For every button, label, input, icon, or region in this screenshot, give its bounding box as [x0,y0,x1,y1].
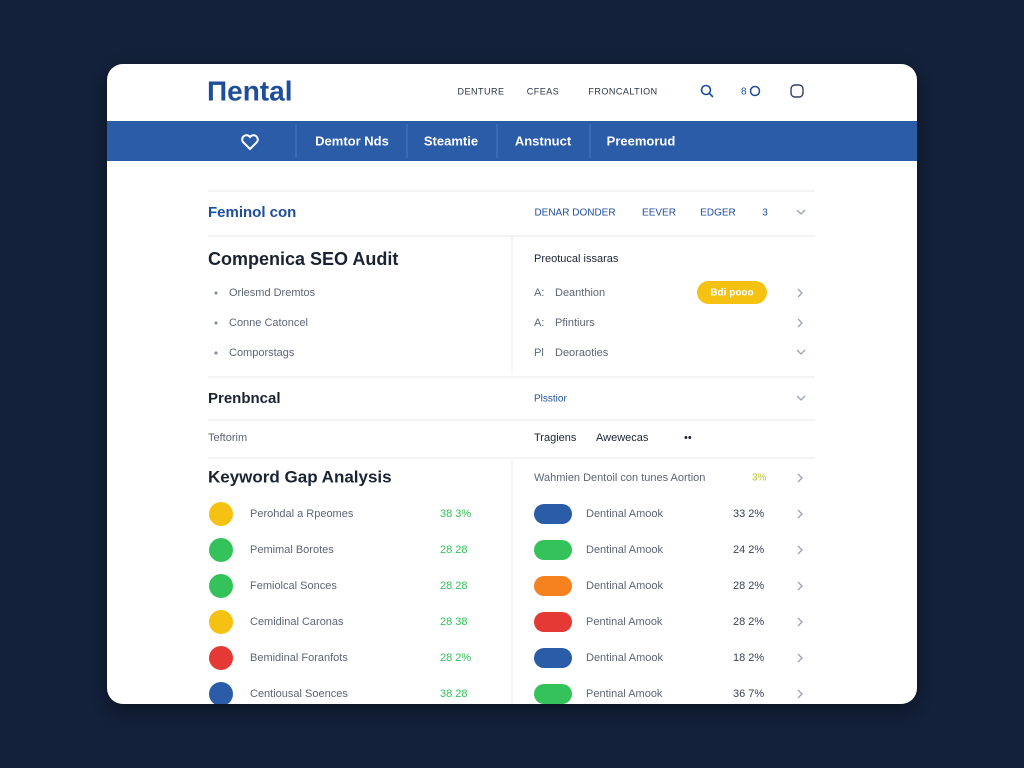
keyword-value: 28 2% [440,652,471,664]
item-prefix: A: [534,287,544,299]
side-value: 3% [752,473,767,484]
keyword-label: Dentinal Amook [586,544,664,556]
card-content: Пental DENTURE CFEAS FRONCALTION 8 Demto… [107,75,917,704]
item-prefix: Pl [534,347,544,359]
keyword-dot [209,574,233,598]
keyword-value: 38 3% [440,508,471,520]
search-icon[interactable] [700,84,714,98]
keyword-label: Cemidinal Caronas [250,616,344,628]
chevron[interactable] [797,689,803,699]
keyword-label: Dentinal Amook [586,652,664,664]
audit-item: Orlesmd Dremtos [229,287,316,299]
keyword-pill [534,576,572,596]
keyword-pill [534,504,572,524]
keyword-dot [209,646,233,670]
section-title: Compenica SEO Audit [208,249,398,269]
item-label: Deoraoties [555,347,609,359]
chevron[interactable] [797,473,803,483]
status-icon [749,85,761,97]
sub-label: Teftorim [208,432,247,444]
item-label: Deanthion [555,287,605,299]
logo: Пental [207,75,292,106]
keyword-value: 28 38 [440,616,468,628]
audit-item: Comporstags [229,347,295,359]
keyword-value: 28 28 [440,544,468,556]
chevron[interactable] [797,318,803,328]
keyword-label: Dentinal Amook [586,508,664,520]
counter: 8 [741,87,747,98]
keyword-value: 28 2% [733,580,764,592]
side-title: Preotucal issaras [534,253,619,265]
keyword-value: 24 2% [733,544,764,556]
profile-icon[interactable] [790,84,804,98]
nav-link[interactable]: CFEAS [527,86,560,96]
bullet [214,351,218,355]
dividers [208,190,815,704]
side-title: Wahmien Dentoil con tunes Aortion [534,472,705,484]
keyword-pill [534,540,572,560]
filter-title: Feminol con [208,204,296,221]
keyword-label: Dentinal Amook [586,580,664,592]
filter-option[interactable]: DENAR DONDER [534,208,615,219]
keyword-pill [534,648,572,668]
badge-text: Bdi pooo [710,288,753,299]
bullet [214,291,218,295]
nav-link[interactable]: FRONCALTION [588,86,657,96]
bullet [214,321,218,325]
keyword-label: Bemidinal Foranfots [250,652,348,664]
dropdown-chevron[interactable] [796,209,806,215]
keyword-dot [209,538,233,562]
filter-option[interactable]: 3 [762,208,768,219]
tab[interactable]: Anstnuct [515,133,572,148]
chevron[interactable] [797,545,803,555]
keyword-pill [534,684,572,704]
keyword-pill [534,612,572,632]
keyword-label: Centiousal Soences [250,688,348,700]
keyword-label: Pemimal Borotes [250,544,334,556]
tab[interactable]: Demtor Nds [315,133,389,148]
keyword-label: Pentinal Amook [586,688,663,700]
item-label: Pfintiurs [555,317,595,329]
card [107,64,917,704]
col-label: •• [684,432,692,444]
keyword-value: 28 2% [733,616,764,628]
col-label: Tragiens [534,432,577,444]
keyword-dot [209,682,233,704]
chevron[interactable] [797,288,803,298]
keyword-value: 38 28 [440,688,468,700]
section-title: Keyword Gap Analysis [208,467,392,486]
item-prefix: A: [534,317,544,329]
section-title: Prenbncal [208,390,281,407]
nav-link[interactable]: DENTURE [457,86,504,96]
tab-dividers [295,124,591,158]
keyword-value: 28 28 [440,580,468,592]
keyword-value: 18 2% [733,652,764,664]
chevron[interactable] [796,349,806,355]
tab[interactable]: Steamtie [424,133,478,148]
chevron[interactable] [797,581,803,591]
audit-item: Conne Catoncel [229,317,308,329]
chevron[interactable] [797,617,803,627]
tab[interactable]: Preemorud [607,133,676,148]
keyword-label: Pentinal Amook [586,616,663,628]
filter-option[interactable]: EDGER [700,208,736,219]
keyword-dot [209,610,233,634]
dropdown-chevron[interactable] [796,395,806,401]
col-label: Awewecas [596,432,649,444]
keyword-value: 36 7% [733,688,764,700]
keyword-dot [209,502,233,526]
chevron[interactable] [797,653,803,663]
filter-option[interactable]: EEVER [642,208,676,219]
keyword-value: 33 2% [733,508,764,520]
keyword-label: Femiolcal Sonces [250,580,337,592]
badge [697,281,767,304]
section-side: Plsstior [534,394,567,405]
chevron[interactable] [797,509,803,519]
heart-icon[interactable] [241,134,259,151]
keyword-label: Perohdal a Rpeomes [250,508,354,520]
tab-bar [107,121,917,161]
